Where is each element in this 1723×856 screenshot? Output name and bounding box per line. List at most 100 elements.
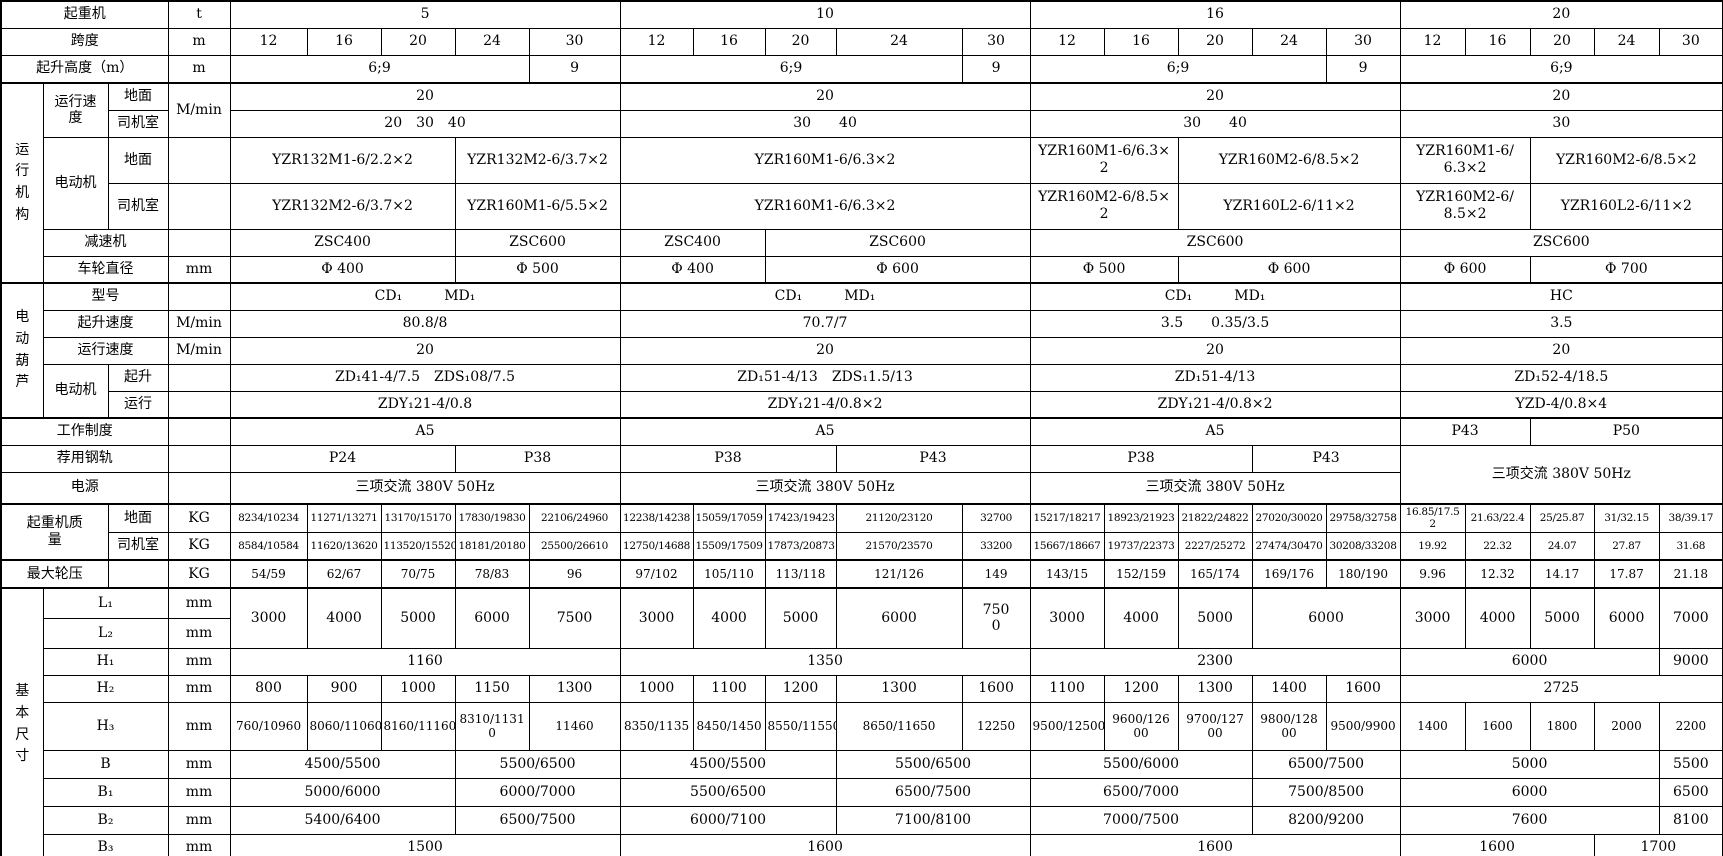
table-cell: 8350/1135: [619, 701, 694, 751]
table-cell: 38/39.17: [1658, 503, 1723, 533]
table-cell: 24: [835, 27, 963, 56]
table-cell: 20: [619, 336, 1031, 365]
table-cell: 18181/20180: [454, 531, 530, 561]
table-cell: P38: [1029, 444, 1253, 473]
table-cell: 6500/7500: [454, 805, 621, 835]
table-cell: 9: [1325, 54, 1401, 84]
table-cell: 1100: [1029, 674, 1105, 703]
unit-cell: m: [167, 54, 231, 84]
table-row: H₂ mm 800 900 1000 1150 1300 1000 1100 1200 1300 16…: [1, 674, 1723, 703]
table-cell: 4500/5500: [229, 749, 456, 779]
table-cell: 21.63/22.4: [1464, 503, 1531, 533]
table-cell: 8100: [1658, 805, 1723, 835]
table-cell: 30: [961, 27, 1031, 56]
table-cell: 20: [1399, 336, 1723, 365]
row-label-duty-class: 工作制度: [0, 417, 169, 446]
table-row: 运 行 机 构运行速 度地面 M/min 20 20 20 20: [0, 82, 1723, 284]
unit-cell: M/min: [167, 82, 231, 138]
table-cell: 20: [1029, 82, 1401, 111]
table-cell: 7600: [1399, 805, 1660, 835]
unit-cell: t: [167, 0, 231, 29]
table-cell: 169/176: [1251, 559, 1327, 589]
table-cell: 19737/22373: [1103, 531, 1179, 561]
table-cell: ZD₁41-4/7.5 ZDS₁08/7.5: [229, 363, 621, 392]
table-cell: 1500: [229, 833, 621, 856]
row-label-travel: 运行: [107, 390, 169, 419]
power-supply-value: 三项交流 380V 50Hz: [229, 471, 621, 505]
table-cell: YZR132M2-6/3.7×2: [229, 182, 456, 230]
table-cell: 16.85/17.5 2: [1399, 503, 1466, 533]
table-cell: CD₁ MD₁: [229, 282, 621, 311]
table-cell: 1600: [1399, 833, 1595, 856]
table-row: 电 动 葫 芦型号 CD₁ MD₁ CD₁ MD₁ CD₁ MD₁ HC: [0, 282, 1723, 419]
table-cell: YZR160M1-6/6.3× 2: [1029, 136, 1179, 184]
table-cell: 16: [692, 27, 766, 56]
unit-cell: [167, 390, 231, 419]
table-cell: 6000/7000: [454, 777, 621, 807]
table-cell: 6000/7100: [619, 805, 837, 835]
table-row: 电动机 地面 YZR132M1-6/2.2×2 YZR132M2-6/3.7×2 YZR…: [1, 136, 1723, 230]
row-label-travel-speed: 运行速 度: [42, 82, 109, 138]
table-cell: 1200: [764, 674, 837, 703]
table-cell: YZD-4/0.8×4: [1399, 390, 1723, 419]
table-cell: 5: [229, 0, 621, 29]
table-cell: YZR160L2-6/11×2: [1529, 182, 1723, 230]
table-cell: 5500/6000: [1029, 749, 1253, 779]
table-cell: ZSC600: [1029, 228, 1401, 257]
row-label-H2: H₂: [42, 674, 169, 703]
table-cell: 24: [1593, 27, 1660, 56]
row-label-ground: 地面: [107, 136, 169, 184]
table-cell: 17873/20873: [764, 531, 837, 561]
power-supply-value: 三项交流 380V 50Hz: [619, 471, 1031, 505]
table-cell: YZR160M1-6/6.3×2: [619, 136, 1031, 184]
table-cell: 1300: [835, 674, 963, 703]
table-cell: 1000: [380, 674, 456, 703]
table-cell: 11271/13271: [306, 503, 382, 533]
table-cell: 149: [961, 559, 1031, 589]
table-row: 运行速度 M/min 20 20 20 20: [1, 336, 1723, 365]
table-cell: 20: [229, 82, 621, 111]
table-cell: 1600: [1464, 701, 1531, 751]
table-cell: YZR132M1-6/2.2×2: [229, 136, 456, 184]
table-cell: ZSC600: [454, 228, 621, 257]
unit-cell: [167, 471, 231, 505]
table-cell: 8200/9200: [1251, 805, 1401, 835]
table-cell: P43: [1251, 444, 1401, 473]
table-cell: HC: [1399, 282, 1723, 311]
table-cell: 21120/23120: [835, 503, 963, 533]
table-cell: 750 0: [961, 587, 1031, 649]
table-cell: 11620/13620: [306, 531, 382, 561]
table-cell: 6;9: [1029, 54, 1327, 84]
table-cell: 21570/23570: [835, 531, 963, 561]
power-supply-value: 三项交流 380V 50Hz: [1029, 471, 1401, 505]
row-label-max-wheel-load: 最大轮压: [0, 559, 109, 589]
table-cell: 3000: [1029, 587, 1105, 649]
table-cell: 1600: [961, 674, 1031, 703]
unit-cell: mm: [167, 674, 231, 703]
table-cell: 5000: [1399, 749, 1660, 779]
table-cell: 20: [380, 27, 456, 56]
table-cell: 3.5: [1399, 309, 1723, 338]
unit-cell: KG: [167, 531, 231, 561]
row-label-hoist-travel-speed: 运行速度: [42, 336, 169, 365]
table-cell: 2300: [1029, 647, 1401, 676]
row-label-H1: H₁: [42, 647, 169, 676]
table-cell: 6000: [1399, 647, 1660, 676]
table-cell: YZR160M1-6/5.5×2: [454, 182, 621, 230]
table-cell: 12750/14688: [619, 531, 694, 561]
table-cell: 31.68: [1658, 531, 1723, 561]
table-row: H₃ mm 760/10960 8060/11060 8160/11160 8310/11…: [1, 701, 1723, 751]
table-cell: 16: [1103, 27, 1179, 56]
table-cell: Φ 600: [1177, 255, 1401, 284]
unit-cell: mm: [167, 255, 231, 284]
table-cell: 30: [1399, 109, 1723, 138]
table-cell: 6500/7500: [1251, 749, 1401, 779]
table-cell: YZR160M2-6/8.5×2: [1177, 136, 1401, 184]
table-cell: 2200: [1658, 701, 1723, 751]
table-row: 荐用钢轨 P24 P38 P38 P43 P38 P43 三项交流 380V 50Hz: [0, 444, 1723, 505]
table-cell: 12: [619, 27, 694, 56]
table-cell: 62/67: [306, 559, 382, 589]
table-row: 最大轮压 KG 54/59 62/67 70/75 78/83 96 97/102 105/11…: [0, 559, 1723, 589]
